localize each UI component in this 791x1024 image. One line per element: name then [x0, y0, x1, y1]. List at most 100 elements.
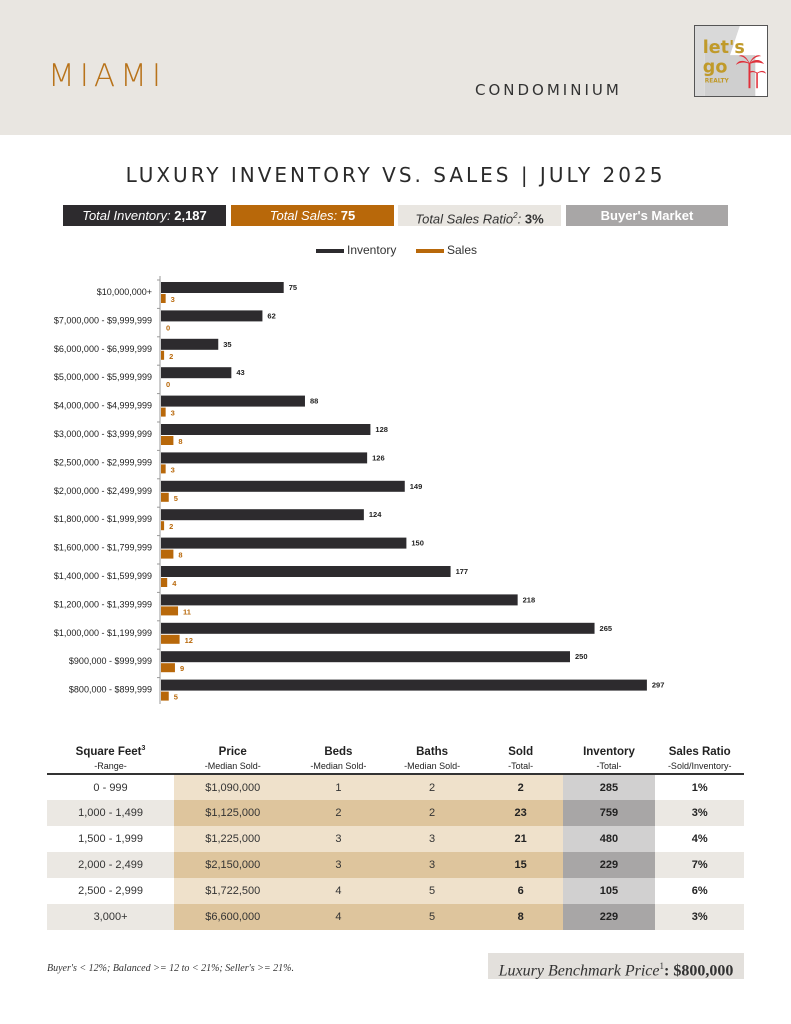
cell-range: 0 - 999	[47, 774, 175, 800]
cell-inventory: 229	[562, 904, 656, 930]
sales-data-label: 2	[169, 352, 173, 361]
size-breakdown-table: Square Feet3 Price Beds Baths Sold Inven…	[47, 739, 744, 930]
table-row: 1,000 - 1,499 $1,125,000 2 2 23 759 3%	[47, 800, 744, 826]
inventory-bar	[161, 679, 647, 691]
sales-bar	[161, 578, 168, 587]
sales-data-label: 12	[185, 636, 193, 645]
inventory-bar	[161, 395, 305, 407]
legend-swatch-sales	[416, 249, 444, 253]
cell-sold: 23	[478, 800, 563, 826]
sales-bar	[161, 663, 175, 673]
cell-sales-ratio: 6%	[655, 878, 744, 904]
y-tick-label: $7,000,000 - $9,999,999	[54, 315, 152, 325]
inventory-data-label: 265	[600, 624, 613, 633]
inventory-bar	[161, 282, 284, 293]
table-row: 3,000+ $6,600,000 4 5 8 229 3%	[47, 904, 744, 930]
sales-data-label: 11	[183, 607, 191, 616]
inventory-data-label: 75	[289, 283, 297, 292]
property-type: CONDOMINIUM	[475, 81, 622, 99]
subheader-sold: -Total-	[478, 758, 563, 775]
logo-graphic: let's go REALTY	[695, 26, 766, 96]
table-body: 0 - 999 $1,090,000 1 2 2 285 1% 1,000 - 1,499 $1…	[47, 774, 744, 930]
inventory-bar	[161, 651, 570, 663]
y-tick-label: $2,500,000 - $2,999,999	[54, 457, 152, 467]
cell-inventory: 229	[562, 852, 656, 878]
cell-baths: 5	[385, 904, 479, 930]
inventory-sales-bar-chart: $10,000,000+ 75 3 $7,000,000 - $9,999,999 62…	[54, 276, 665, 704]
city-name: MIAMI	[48, 58, 166, 94]
total-inventory-badge: Total Inventory: 2,187	[63, 205, 226, 226]
cell-sales-ratio: 7%	[655, 852, 744, 878]
total-sales-ratio-value: 3%	[524, 211, 544, 227]
sales-data-label: 2	[169, 522, 173, 531]
cell-range: 2,500 - 2,999	[47, 878, 175, 904]
inventory-data-label: 126	[372, 453, 385, 462]
y-tick-label: $5,000,000 - $5,999,999	[54, 372, 152, 382]
inventory-data-label: 124	[369, 510, 382, 519]
table-row: 0 - 999 $1,090,000 1 2 2 285 1%	[47, 774, 744, 800]
cell-sales-ratio: 3%	[655, 904, 744, 930]
inventory-data-label: 43	[236, 368, 244, 377]
total-sales-ratio-footnote: 2	[513, 211, 518, 220]
palm-tree-icon	[735, 55, 766, 89]
y-tick-label: $1,600,000 - $1,799,999	[54, 543, 152, 553]
inventory-data-label: 88	[310, 397, 318, 406]
total-sales-ratio-colon: :	[517, 211, 522, 227]
table-row: 1,500 - 1,999 $1,225,000 3 3 21 480 4%	[47, 826, 744, 852]
cell-sold: 6	[478, 878, 563, 904]
legend-label-sales: Sales	[447, 243, 478, 257]
inventory-data-label: 297	[652, 681, 665, 690]
sales-bar	[161, 464, 166, 474]
subheader-range: -Range-	[47, 758, 175, 775]
sales-data-label: 0	[166, 380, 170, 389]
cell-price: $1,225,000	[174, 826, 292, 852]
cell-price: $6,600,000	[174, 904, 292, 930]
inventory-bar	[161, 338, 219, 350]
sales-data-label: 3	[171, 465, 175, 474]
y-tick-label: $1,000,000 - $1,199,999	[54, 628, 152, 638]
inventory-bar	[161, 566, 451, 577]
report-title: LUXURY INVENTORY VS. SALES | JULY 2025	[125, 163, 666, 187]
inventory-bar	[161, 594, 518, 606]
y-tick-label: $3,000,000 - $3,999,999	[54, 429, 152, 439]
cell-sold: 8	[478, 904, 563, 930]
logo-text-line1: let's	[703, 38, 745, 58]
cell-sold: 2	[478, 774, 563, 800]
cell-range: 1,500 - 1,999	[47, 826, 175, 852]
logo-text-line2: go	[703, 58, 728, 78]
cell-inventory: 759	[562, 800, 656, 826]
sales-bar	[161, 492, 169, 502]
cell-range: 3,000+	[47, 904, 175, 930]
sales-data-label: 5	[174, 693, 178, 702]
sales-data-label: 3	[171, 295, 175, 304]
cell-price: $1,722,500	[174, 878, 292, 904]
header-beds: Beds	[324, 746, 353, 758]
inventory-data-label: 149	[410, 482, 423, 491]
sales-data-label: 8	[178, 551, 182, 560]
legend-label-inventory: Inventory	[347, 243, 397, 257]
cell-baths: 3	[385, 852, 479, 878]
cell-baths: 2	[385, 800, 479, 826]
inventory-bar	[161, 622, 595, 634]
y-tick-label: $900,000 - $999,999	[69, 656, 152, 666]
cell-range: 2,000 - 2,499	[47, 852, 175, 878]
cell-inventory: 285	[562, 774, 656, 800]
subheader-inventory: -Total-	[562, 758, 656, 775]
sales-data-label: 5	[174, 494, 178, 503]
inventory-bar	[161, 509, 364, 521]
cell-price: $2,150,000	[174, 852, 292, 878]
cell-beds: 2	[291, 800, 386, 826]
cell-sold: 15	[478, 852, 563, 878]
sales-data-label: 8	[178, 437, 182, 446]
sales-bar	[161, 691, 169, 701]
market-condition-badge: Buyer's Market	[566, 205, 728, 226]
cell-baths: 2	[385, 774, 479, 800]
inventory-data-label: 150	[411, 539, 424, 548]
sales-bar	[161, 350, 165, 360]
y-tick-label: $1,800,000 - $1,999,999	[54, 514, 152, 524]
table-row: 2,000 - 2,499 $2,150,000 3 3 15 229 7%	[47, 852, 744, 878]
y-tick-label: $1,200,000 - $1,399,999	[54, 599, 152, 609]
benchmark-price-footnote: 1	[659, 961, 665, 971]
subheader-sales-ratio: -Sold/Inventory-	[655, 758, 744, 775]
cell-sales-ratio: 4%	[655, 826, 744, 852]
